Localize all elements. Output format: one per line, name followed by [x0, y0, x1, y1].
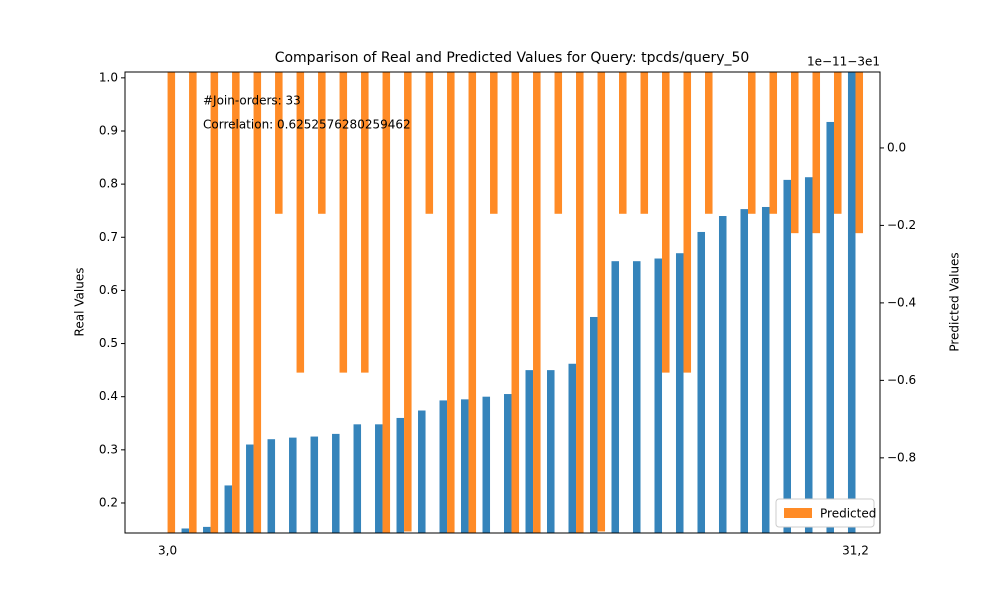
- real-bar: [504, 394, 512, 533]
- predicted-bar: [167, 72, 176, 533]
- real-bar: [525, 370, 534, 533]
- annotation: #Join-orders: 33: [203, 94, 301, 108]
- legend-swatch: [784, 508, 812, 518]
- y2-tick-label: −0.2: [887, 218, 916, 232]
- real-bar: [568, 363, 577, 533]
- y2-tick-label: −0.6: [887, 373, 916, 387]
- predicted-bar: [683, 72, 692, 373]
- real-bar: [632, 261, 641, 533]
- predicted-bar: [533, 72, 541, 533]
- real-bar: [353, 424, 362, 533]
- real-bar: [246, 444, 254, 533]
- predicted-bar: [447, 72, 455, 533]
- predicted-bar: [554, 72, 563, 214]
- real-bar: [761, 206, 770, 533]
- y-tick-label: 0.4: [99, 389, 118, 403]
- y-tick-label: 0.3: [99, 442, 118, 456]
- y-tick-label: 1.0: [99, 70, 118, 84]
- predicted-bar: [404, 72, 412, 532]
- bars: [167, 72, 864, 533]
- real-bar: [718, 216, 727, 533]
- predicted-bar: [812, 72, 821, 234]
- real-bar: [675, 253, 684, 533]
- real-bar: [289, 437, 297, 533]
- predicted-bar: [833, 72, 842, 214]
- real-bar: [611, 261, 620, 533]
- y-tick-label: 0.8: [99, 177, 118, 191]
- chart-title: Comparison of Real and Predicted Values …: [275, 50, 750, 66]
- real-bar: [396, 417, 405, 533]
- y-tick-label: 0.5: [99, 336, 118, 350]
- predicted-bar: [855, 72, 864, 234]
- predicted-bar: [619, 72, 627, 214]
- predicted-bar: [769, 72, 778, 214]
- predicted-bar: [210, 72, 219, 533]
- real-bar: [439, 400, 448, 533]
- real-bar: [654, 258, 663, 533]
- x-tick-label: 31,2: [842, 544, 869, 558]
- predicted-bar: [597, 72, 606, 532]
- y-tick-label: 0.6: [99, 283, 118, 297]
- predicted-bar: [189, 72, 197, 533]
- predicted-bar: [511, 72, 520, 533]
- real-bar: [826, 121, 834, 533]
- predicted-bar: [640, 72, 649, 214]
- real-bar: [697, 231, 706, 533]
- real-bar: [267, 439, 276, 533]
- predicted-bar: [790, 72, 799, 234]
- predicted-bar: [576, 72, 584, 533]
- real-bar: [310, 436, 319, 533]
- real-bar: [783, 179, 791, 533]
- real-bar: [224, 485, 233, 533]
- y2-tick-label: −0.8: [887, 450, 916, 464]
- real-bar: [203, 526, 211, 533]
- real-bar: [547, 370, 555, 533]
- predicted-bar: [361, 72, 369, 373]
- real-bar: [804, 177, 813, 533]
- real-bar: [332, 433, 340, 533]
- predicted-bar: [253, 72, 262, 533]
- legend-box: [775, 498, 875, 528]
- predicted-bar: [748, 72, 756, 214]
- real-bar: [482, 396, 491, 533]
- y2-axis-label: Predicted Values: [948, 252, 962, 351]
- y2-tick-label: −0.4: [887, 295, 916, 309]
- predicted-bar: [425, 72, 434, 214]
- real-bar: [589, 316, 598, 533]
- y2-offset-text: 1e−11−3e1: [807, 55, 880, 69]
- predicted-bar: [382, 72, 391, 533]
- predicted-bar: [468, 72, 477, 533]
- predicted-bar: [339, 72, 348, 373]
- real-bar: [847, 72, 856, 533]
- predicted-bar: [275, 72, 283, 214]
- real-bar: [181, 528, 190, 533]
- x-tick-label: 3,0: [158, 544, 177, 558]
- predicted-bar: [232, 72, 240, 533]
- predicted-bar: [318, 72, 326, 214]
- real-bar: [375, 424, 383, 533]
- predicted-bar: [705, 72, 713, 214]
- y-tick-label: 0.2: [99, 495, 118, 509]
- annotation: Correlation: 0.6252576280259462: [203, 118, 411, 132]
- real-bar: [461, 399, 469, 533]
- y-tick-label: 0.9: [99, 123, 118, 137]
- y-axis-label: Real Values: [73, 268, 87, 337]
- real-bar: [418, 410, 426, 533]
- legend-label: Predicted: [820, 507, 876, 521]
- y-tick-label: 0.7: [99, 230, 118, 244]
- predicted-bar: [490, 72, 498, 214]
- predicted-bar: [296, 72, 305, 373]
- predicted-bar: [662, 72, 670, 373]
- real-bar: [740, 209, 749, 533]
- y2-tick-label: 0.0: [887, 140, 906, 154]
